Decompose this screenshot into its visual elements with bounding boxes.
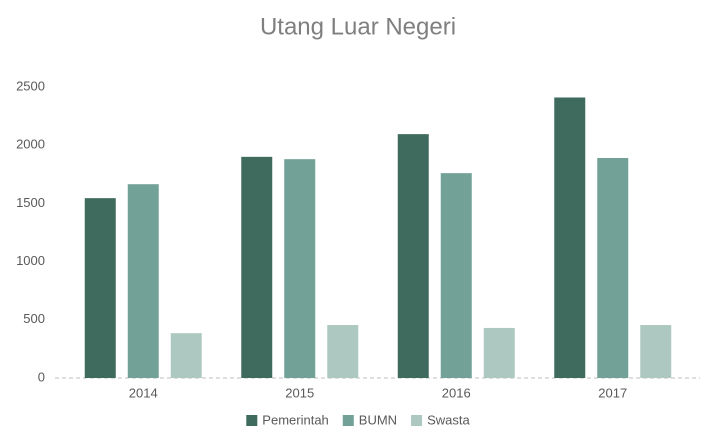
bar (554, 97, 586, 378)
x-tick-label: 2014 (129, 385, 158, 400)
legend-label: Pemerintah (262, 412, 328, 427)
y-tick-label: 1500 (16, 195, 45, 210)
legend-swatch (246, 415, 258, 426)
bar (597, 158, 629, 378)
y-tick-label: 2500 (16, 78, 45, 93)
bar (440, 173, 472, 378)
bar (241, 156, 273, 378)
legend-label: Swasta (427, 412, 470, 427)
bar (640, 325, 672, 378)
bar (397, 134, 429, 378)
y-tick-label: 500 (23, 311, 45, 326)
y-tick-label: 1000 (16, 253, 45, 268)
x-tick-label: 2016 (442, 385, 471, 400)
y-tick-label: 0 (38, 369, 45, 384)
y-tick-label: 2000 (16, 137, 45, 152)
bar (170, 333, 202, 378)
legend-swatch (342, 415, 354, 426)
legend-swatch (411, 415, 423, 426)
bar (84, 198, 116, 378)
x-tick-label: 2015 (285, 385, 314, 400)
bar (284, 159, 316, 378)
bar (483, 327, 515, 378)
bar (327, 325, 359, 378)
x-tick-label: 2017 (598, 385, 627, 400)
legend-label: BUMN (359, 412, 397, 427)
bar (127, 184, 159, 378)
chart-title: Utang Luar Negeri (260, 13, 456, 40)
